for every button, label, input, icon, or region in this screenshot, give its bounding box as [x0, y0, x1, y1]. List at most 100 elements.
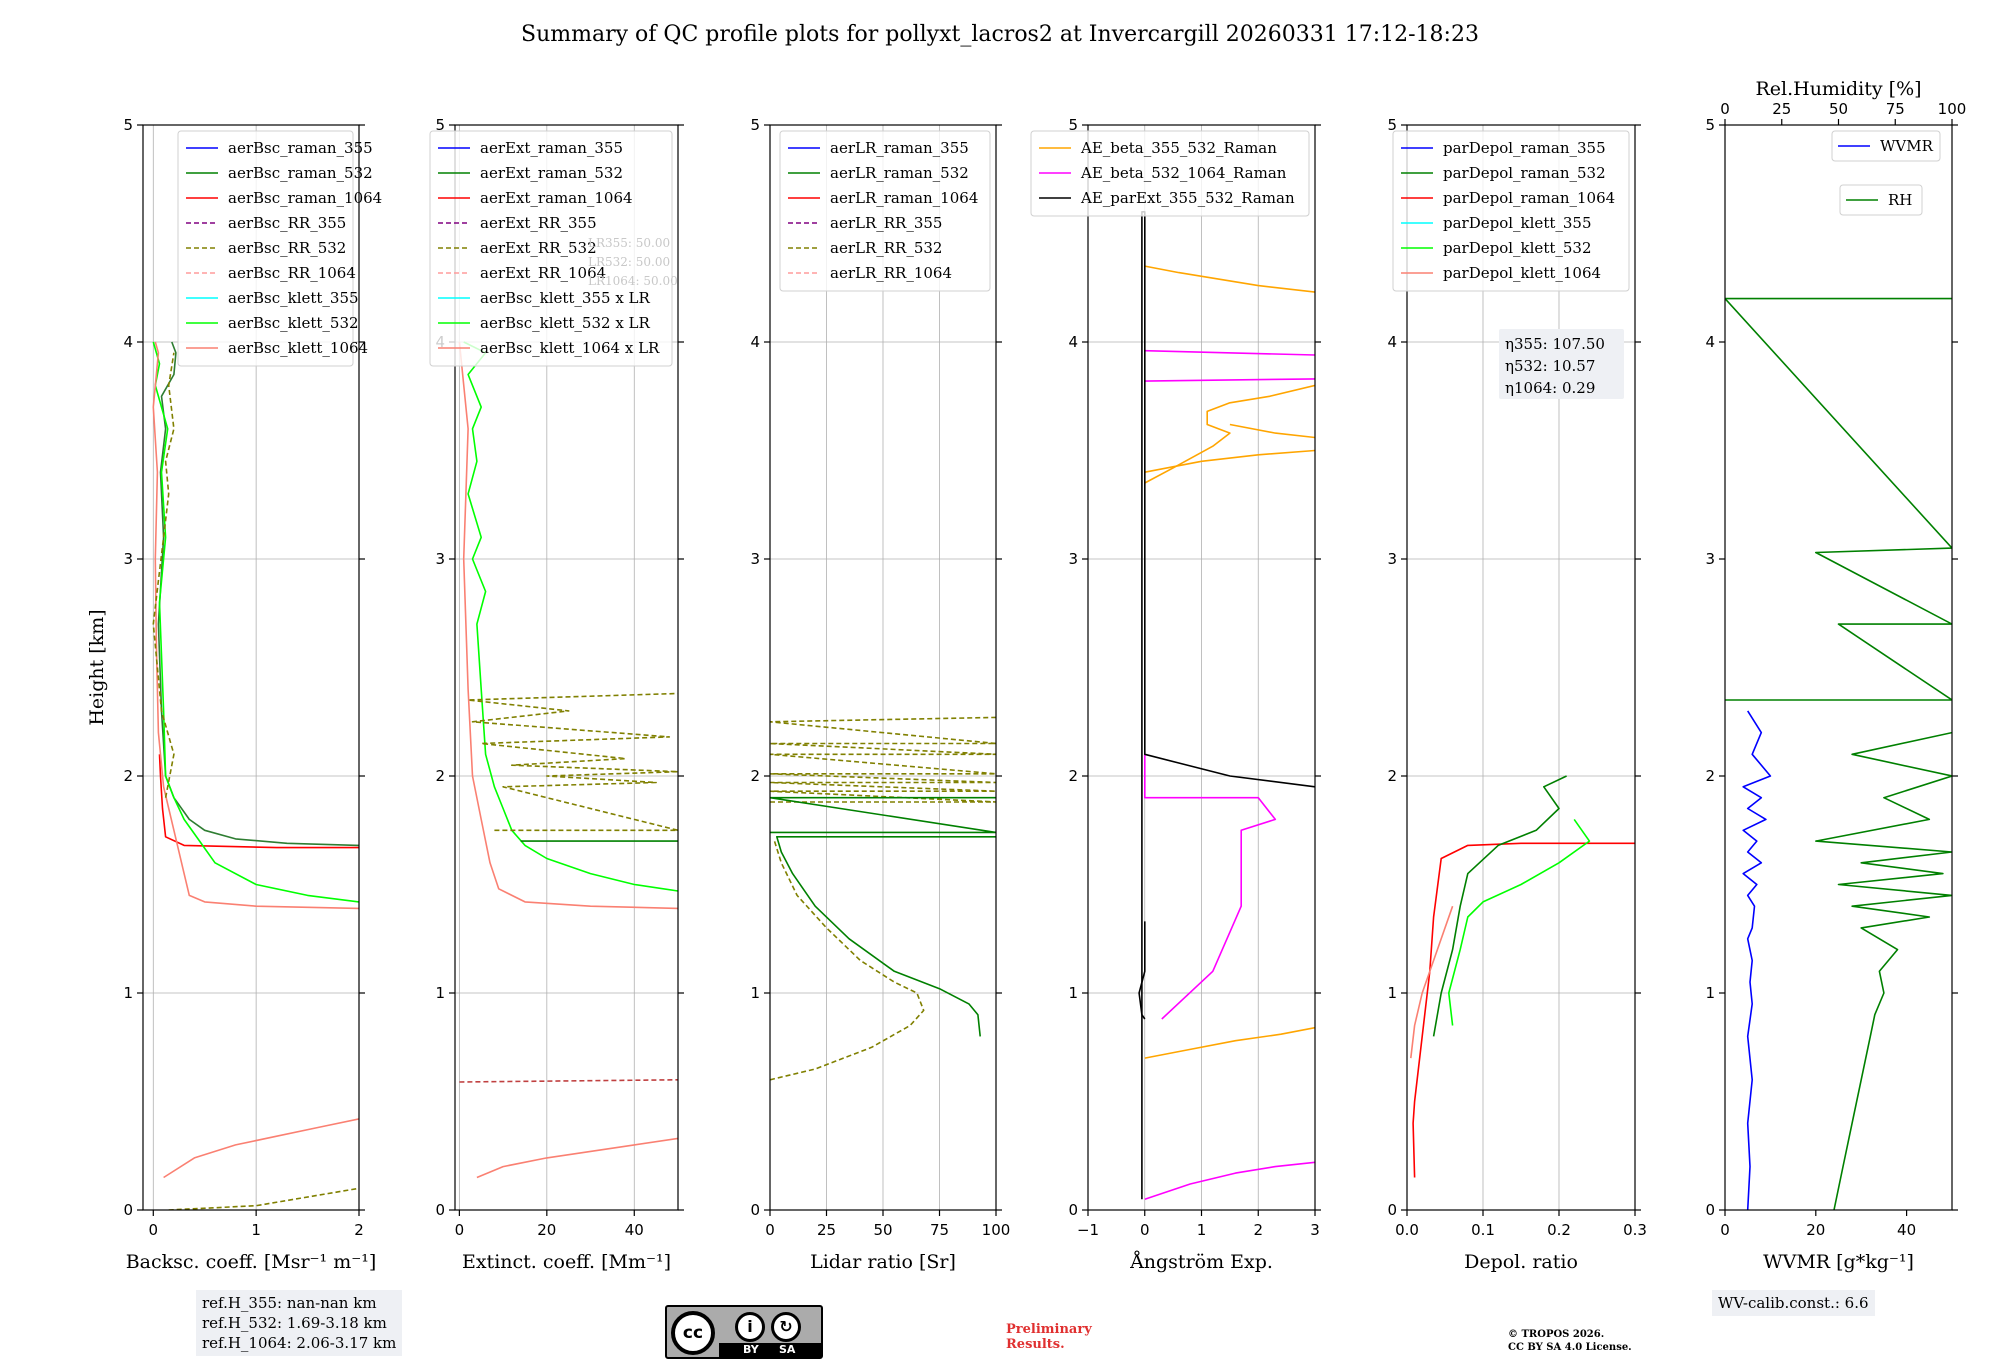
series-AE_355_532_mid — [1144, 384, 1315, 484]
x-tick-label: 50 — [873, 1221, 892, 1239]
y-tick-label: 0 — [1387, 1201, 1397, 1219]
share-alike-icon: ↻ — [771, 1312, 801, 1342]
wv-calibration-box: WV-calib.const.: 6.6 — [1712, 1290, 1875, 1316]
legend-label: aerLR_RR_355 — [830, 214, 942, 232]
x-axis-label: Backsc. coeff. [Msr⁻¹ m⁻¹] — [126, 1251, 377, 1273]
y-tick-label: 4 — [123, 333, 133, 351]
legend-label: aerLR_raman_532 — [830, 164, 969, 182]
cc-license-badge: cc i ↻ BY SA — [665, 1305, 823, 1359]
legend-box: aerBsc_raman_355 aerBsc_raman_532 aerBsc_r… — [177, 130, 382, 367]
series-AE_355_532_b — [1144, 449, 1315, 473]
y-tick-label: 0 — [1068, 1201, 1078, 1219]
x-tick-label: −1 — [1077, 1221, 1099, 1239]
y-tick-label: 1 — [1068, 984, 1078, 1002]
eta-annotation: η355: 107.50 — [1505, 335, 1605, 353]
legend-frame — [1392, 130, 1630, 292]
y-tick-label: 1 — [750, 984, 760, 1002]
legend-label: parDepol_raman_532 — [1443, 164, 1606, 182]
x-axis-label: Lidar ratio [Sr] — [810, 1251, 956, 1273]
series-AE_parExt — [1141, 211, 1315, 1200]
eta-annotation: η1064: 0.29 — [1505, 379, 1595, 397]
top-tick-label: 0 — [1720, 100, 1730, 118]
x-tick-label: 2 — [1253, 1221, 1263, 1239]
legend-box: WVMR — [1831, 130, 1941, 162]
legend-frame — [177, 130, 354, 367]
lr-annotation: LR1064: 50.00 — [588, 274, 678, 288]
series-aerBsc_klett_1064 — [152, 341, 359, 910]
series-AE_parExt_low — [1138, 921, 1146, 1020]
y-tick-label: 3 — [435, 550, 445, 568]
legend-label: aerBsc_RR_532 — [228, 239, 346, 257]
y-tick-label: 3 — [1068, 550, 1078, 568]
y-tick-label: 0 — [435, 1201, 445, 1219]
legend-label: parDepol_raman_1064 — [1443, 189, 1615, 207]
legend-box: parDepol_raman_355 parDepol_raman_532 parD… — [1392, 130, 1630, 292]
legend-label: parDepol_klett_355 — [1443, 214, 1592, 232]
panel-lr: 0 25 50 75 100 0 1 2 3 4 5 Lidar ratio [Sr] aerLR_ra… — [750, 116, 1010, 1273]
y-tick-label: 5 — [435, 116, 445, 134]
legend-label: aerExt_raman_532 — [480, 164, 623, 182]
legend-label: aerExt_raman_355 — [480, 139, 623, 157]
x-tick-label: 0 — [1720, 1221, 1730, 1239]
series-AE_355_532_mid2 — [1229, 423, 1315, 439]
series-aerBsc_RR_532 — [152, 352, 175, 798]
x-tick-label: 75 — [930, 1221, 949, 1239]
series-klett_1064_x_LR — [458, 341, 678, 910]
y-tick-label: 1 — [435, 984, 445, 1002]
top-axis-label: Rel.Humidity [%] — [1755, 78, 1921, 100]
legend-label: aerBsc_RR_1064 — [228, 264, 356, 282]
y-tick-label: 1 — [123, 984, 133, 1002]
y-tick-label: 2 — [1705, 767, 1715, 785]
legend-label: aerExt_raman_1064 — [480, 189, 633, 207]
legend-box: AE_beta_355_532_Raman AE_beta_532_1064_Ra… — [1030, 130, 1310, 217]
series-raman_532 — [1432, 775, 1567, 1037]
series-LR_raman_532 — [775, 835, 996, 1037]
panel-ext: 02040012345Extinct. coeff. [Mm⁻¹]aerExt_… — [429, 116, 684, 1273]
legend-box: aerLR_raman_355 aerLR_raman_532 aerLR_rama… — [779, 130, 991, 292]
preliminary-note: Preliminary Results. — [1006, 1322, 1092, 1352]
series-group — [1138, 211, 1315, 1200]
series-raman_1064 — [1412, 842, 1635, 1178]
series-group — [770, 716, 996, 1081]
legend-label: aerBsc_klett_532 x LR — [480, 314, 651, 332]
legend-label: parDepol_klett_532 — [1443, 239, 1592, 257]
series-AE_532_1064_top — [1144, 349, 1315, 356]
legend-label: aerBsc_klett_532 — [228, 314, 359, 332]
y-tick-label: 2 — [1068, 767, 1078, 785]
x-tick-label: 100 — [982, 1221, 1011, 1239]
reference-height-box: ref.H_355: nan-nan km ref.H_532: 1.69-3.… — [196, 1290, 403, 1356]
series-aerBsc_klett_532 — [152, 341, 359, 903]
legend-label: aerBsc_RR_355 — [228, 214, 346, 232]
series-group — [458, 341, 678, 1179]
series-klett_1064_low — [476, 1137, 678, 1179]
series-aerBsc_klett_1064_low — [163, 1118, 359, 1179]
figure-title: Summary of QC profile plots for pollyxt_… — [521, 22, 1479, 47]
legend-frame — [779, 130, 991, 292]
x-tick-label: 0.2 — [1547, 1221, 1571, 1239]
y-tick-label: 5 — [1705, 116, 1715, 134]
y-tick-label: 5 — [1387, 116, 1397, 134]
y-tick-label: 2 — [750, 767, 760, 785]
series-AE_532_1064_low — [1144, 1161, 1315, 1200]
legend-label: WVMR — [1880, 137, 1934, 155]
legend-label: aerBsc_klett_355 x LR — [480, 289, 651, 307]
legend-box: aerExt_raman_355 aerExt_raman_532 aerExt_r… — [429, 130, 673, 367]
series-RH — [1815, 731, 1952, 1210]
legend-label: AE_beta_355_532_Raman — [1080, 139, 1277, 157]
y-axis-label: Height [km] — [86, 609, 108, 725]
series-RR_1064 — [459, 1079, 678, 1083]
series-RR_532 — [467, 692, 678, 832]
y-tick-label: 2 — [435, 767, 445, 785]
x-axis-label: WVMR [g*kg⁻¹] — [1763, 1251, 1914, 1273]
series-AE_532_1064_b — [1144, 378, 1315, 382]
series-group — [1410, 775, 1635, 1178]
series-aerBsc_RR_532_low — [168, 1187, 359, 1210]
top-tick-label: 100 — [1938, 100, 1967, 118]
x-tick-label: 1 — [1197, 1221, 1207, 1239]
series-group — [152, 341, 359, 1210]
x-tick-label: 20 — [1806, 1221, 1825, 1239]
legend-label: aerExt_RR_355 — [480, 214, 597, 232]
x-tick-label: 20 — [537, 1221, 556, 1239]
legend-frame — [1839, 184, 1923, 216]
